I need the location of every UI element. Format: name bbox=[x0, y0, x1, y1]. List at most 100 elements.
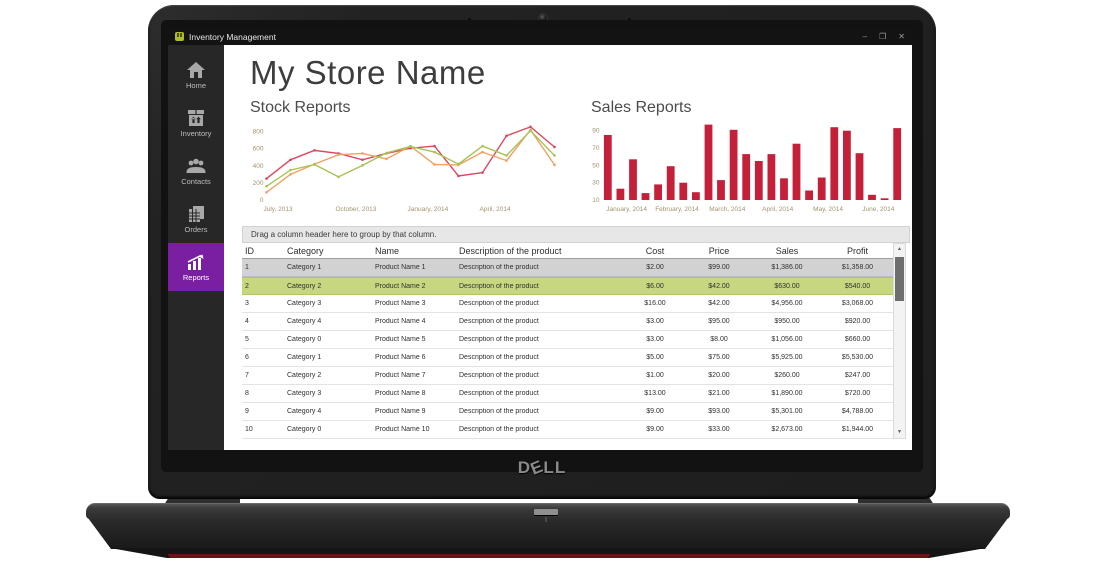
minimize-button[interactable]: – bbox=[862, 31, 868, 41]
page-title: My Store Name bbox=[250, 54, 486, 91]
column-header-sales[interactable]: Sales bbox=[775, 245, 799, 256]
table-cell: Description of the product bbox=[459, 408, 539, 415]
app-package-icon bbox=[175, 32, 184, 41]
table-cell: $247.00 bbox=[844, 372, 871, 379]
table-cell: $5,301.00 bbox=[771, 408, 803, 415]
sidebar-item-label: Orders bbox=[184, 224, 208, 234]
microphone-dot-left bbox=[468, 18, 471, 21]
svg-text:600: 600 bbox=[253, 146, 264, 153]
brand-letter: L bbox=[554, 458, 567, 477]
column-header-name[interactable]: Name bbox=[375, 245, 400, 256]
table-cell: $9.00 bbox=[646, 426, 664, 433]
table-cell: Product Name 10 bbox=[375, 426, 430, 433]
table-cell: Category 0 bbox=[287, 336, 322, 343]
table-cell: $42.00 bbox=[708, 282, 730, 290]
table-cell: $16.00 bbox=[644, 300, 666, 307]
table-row[interactable]: 1 Category 1 Product Name 1 Description of … bbox=[242, 259, 893, 277]
app-body: Home Inventory Contacts bbox=[168, 45, 912, 450]
column-header-price[interactable]: Price bbox=[708, 245, 730, 256]
table-cell: Description of the product bbox=[459, 300, 539, 307]
table-row[interactable]: 7 Category 2 Product Name 7 Description of … bbox=[242, 367, 893, 385]
table-row[interactable]: 10 Category 0 Product Name 10 Description o… bbox=[242, 421, 893, 439]
table-row[interactable]: 2 Category 2 Product Name 2 Description of … bbox=[242, 277, 893, 295]
table-cell: 3 bbox=[245, 300, 249, 307]
table-cell: Product Name 2 bbox=[375, 282, 426, 290]
table-cell: Product Name 7 bbox=[375, 372, 426, 379]
table-cell: Category 4 bbox=[287, 318, 322, 325]
sidebar-item-home[interactable]: Home bbox=[168, 51, 224, 99]
table-row[interactable]: 8 Category 3 Product Name 8 Description of … bbox=[242, 385, 893, 403]
table-cell: 5 bbox=[245, 336, 249, 343]
close-button[interactable]: ✕ bbox=[898, 31, 905, 41]
scroll-up-icon[interactable]: ▲ bbox=[897, 246, 902, 252]
table-cell: 4 bbox=[245, 318, 249, 325]
table-cell: $21.00 bbox=[708, 390, 730, 397]
table-cell: Product Name 4 bbox=[375, 318, 426, 325]
table-cell: $2,673.00 bbox=[771, 426, 803, 433]
table-cell: Description of the product bbox=[459, 372, 539, 379]
svg-text:30: 30 bbox=[592, 180, 600, 187]
grid-wrap: ID Category Name Description of the product… bbox=[242, 243, 910, 439]
app-window: Inventory Management – ❒ ✕ Home bbox=[168, 28, 912, 450]
column-header-id[interactable]: ID bbox=[245, 245, 254, 256]
table-row[interactable]: 6 Category 1 Product Name 6 Description of … bbox=[242, 349, 893, 367]
table-cell: $2.00 bbox=[646, 264, 664, 271]
table-cell: $13.00 bbox=[644, 390, 666, 397]
brand-letter: D bbox=[517, 458, 532, 477]
table-cell: $1,056.00 bbox=[771, 336, 803, 343]
column-header-category[interactable]: Category bbox=[287, 245, 324, 256]
svg-text:July, 2013: July, 2013 bbox=[264, 206, 294, 213]
table-row[interactable]: 5 Category 0 Product Name 5 Description of … bbox=[242, 331, 893, 349]
dell-logo: DELL bbox=[148, 456, 936, 478]
svg-text:January, 2014: January, 2014 bbox=[408, 206, 449, 213]
svg-text:March, 2014: March, 2014 bbox=[709, 206, 746, 213]
maximize-button[interactable]: ❒ bbox=[879, 31, 887, 41]
table-cell: Product Name 8 bbox=[375, 390, 426, 397]
table-cell: Category 3 bbox=[287, 300, 322, 307]
table-cell: $540.00 bbox=[844, 282, 871, 290]
table-cell: Description of the product bbox=[459, 282, 539, 290]
table-cell: Description of the product bbox=[459, 264, 539, 271]
column-header-description-of-the-product[interactable]: Description of the product bbox=[459, 245, 562, 256]
svg-text:800: 800 bbox=[253, 129, 264, 136]
table-cell: $20.00 bbox=[708, 372, 730, 379]
grid-rows: 1 Category 1 Product Name 1 Description of … bbox=[242, 259, 893, 439]
scroll-down-icon[interactable]: ▼ bbox=[897, 429, 902, 435]
vertical-scrollbar[interactable]: ▲ ▼ bbox=[893, 243, 906, 439]
table-cell: Description of the product bbox=[459, 354, 539, 361]
table-row[interactable]: 3 Category 3 Product Name 3 Description of … bbox=[242, 295, 893, 313]
sidebar-item-reports[interactable]: Reports bbox=[168, 243, 224, 291]
table-cell: $630.00 bbox=[774, 282, 800, 290]
sidebar-item-inventory[interactable]: Inventory bbox=[168, 99, 224, 147]
laptop-base-front bbox=[88, 518, 1008, 549]
table-row[interactable]: 4 Category 4 Product Name 4 Description of … bbox=[242, 313, 893, 331]
table-cell: $3.00 bbox=[646, 318, 664, 325]
latch-button bbox=[534, 509, 558, 515]
table-cell: 2 bbox=[245, 282, 249, 290]
table-cell: $33.00 bbox=[708, 426, 730, 433]
table-cell: $9.00 bbox=[646, 408, 664, 415]
grid-header-row: ID Category Name Description of the product… bbox=[242, 243, 893, 259]
sidebar-item-orders[interactable]: Orders bbox=[168, 195, 224, 243]
sales-reports-chart: Sales Reports 10 30 50 70 90 January, 2014 Feb… bbox=[583, 97, 910, 220]
table-cell: $1,358.00 bbox=[841, 264, 874, 271]
grid-group-panel[interactable]: Drag a column header here to group by th… bbox=[242, 226, 910, 243]
window-title: Inventory Management bbox=[189, 31, 276, 42]
column-header-profit[interactable]: Profit bbox=[846, 245, 868, 256]
table-cell: Description of the product bbox=[459, 336, 539, 343]
scrollbar-thumb[interactable] bbox=[895, 257, 904, 301]
table-cell: $42.00 bbox=[708, 300, 730, 307]
table-cell: Product Name 1 bbox=[375, 264, 426, 271]
svg-text:February, 2014: February, 2014 bbox=[655, 206, 699, 213]
table-cell: $4,788.00 bbox=[841, 408, 874, 415]
reports-chart-icon bbox=[186, 253, 206, 271]
microphone-dot-right bbox=[628, 18, 631, 21]
table-row[interactable]: 9 Category 4 Product Name 9 Description of … bbox=[242, 403, 893, 421]
table-cell: Product Name 5 bbox=[375, 336, 426, 343]
table-cell: 10 bbox=[245, 426, 253, 433]
stock-reports-title: Stock Reports bbox=[250, 99, 351, 116]
sales-reports-title: Sales Reports bbox=[591, 99, 692, 116]
column-header-cost[interactable]: Cost bbox=[645, 245, 665, 256]
sidebar-item-contacts[interactable]: Contacts bbox=[168, 147, 224, 195]
table-cell: Description of the product bbox=[459, 318, 539, 325]
